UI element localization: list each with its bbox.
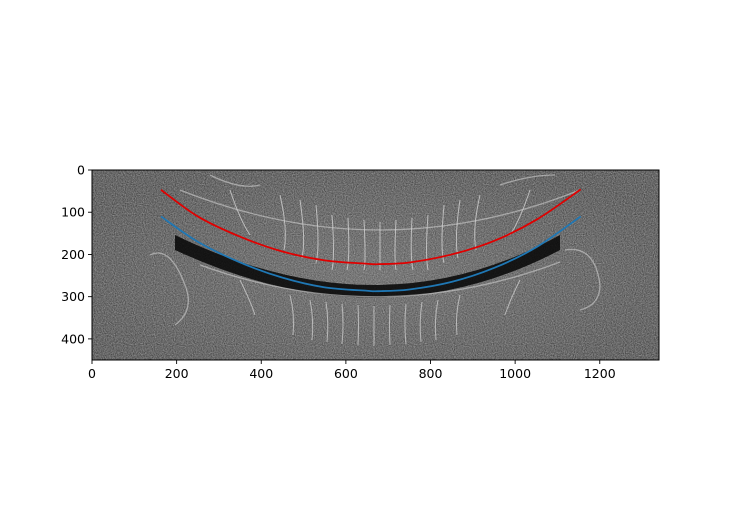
x-tick-label: 400 bbox=[249, 366, 273, 381]
y-tick-label: 200 bbox=[61, 247, 85, 262]
axes-frame bbox=[91, 169, 660, 361]
x-tick-label: 200 bbox=[165, 366, 189, 381]
series-lines bbox=[160, 188, 582, 293]
x-tick-label: 1000 bbox=[499, 366, 531, 381]
series-line-1 bbox=[160, 188, 582, 266]
series-line-2 bbox=[160, 215, 582, 293]
x-tick-label: 1200 bbox=[584, 366, 616, 381]
y-axis: 0 100 200 300 400 bbox=[61, 163, 92, 346]
x-tick-label: 600 bbox=[334, 366, 358, 381]
y-tick-label: 100 bbox=[61, 205, 85, 220]
y-tick-label: 400 bbox=[61, 331, 85, 346]
x-tick-label: 800 bbox=[419, 366, 443, 381]
x-tick-label: 0 bbox=[88, 366, 96, 381]
y-tick-label: 0 bbox=[77, 163, 85, 178]
x-axis: 0 200 400 600 800 1000 1200 bbox=[88, 360, 616, 381]
y-tick-label: 300 bbox=[61, 289, 85, 304]
